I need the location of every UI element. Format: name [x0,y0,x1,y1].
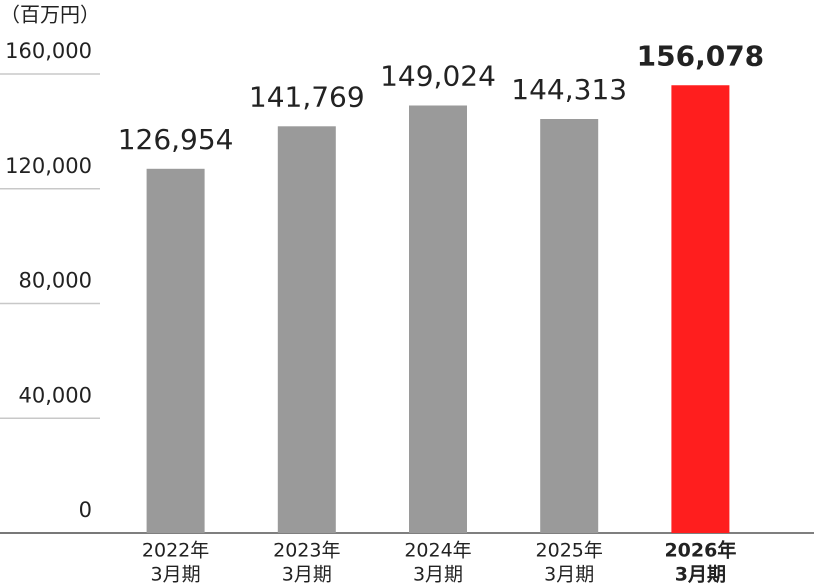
bar [671,85,730,534]
x-tick-label: 2023年 [273,540,340,562]
bar [146,168,205,533]
value-label: 156,078 [637,39,765,72]
x-tick-label: 3月期 [151,564,201,586]
bar [277,126,336,534]
y-axis-label: （百万円） [0,3,100,27]
x-tick-label: 2022年 [142,540,209,562]
bar [540,119,599,534]
y-tick-label: 0 [79,498,92,522]
value-label: 141,769 [249,80,365,113]
bar [409,105,467,533]
x-tick-label: 2025年 [536,540,603,562]
x-tick-label: 2024年 [404,540,471,562]
value-label: 126,954 [118,123,234,156]
y-tick-label: 120,000 [5,154,92,178]
x-tick-label: 2026年 [664,539,736,562]
value-label: 144,313 [511,73,627,106]
x-tick-label: 3月期 [282,564,332,586]
x-tick-label: 3月期 [413,564,463,586]
y-tick-label: 80,000 [19,269,92,293]
y-tick-label: 40,000 [19,383,92,407]
value-label: 149,024 [380,59,496,92]
x-tick-label: 3月期 [544,564,594,586]
x-tick-label: 3月期 [675,564,726,586]
y-tick-label: 160,000 [5,39,92,63]
